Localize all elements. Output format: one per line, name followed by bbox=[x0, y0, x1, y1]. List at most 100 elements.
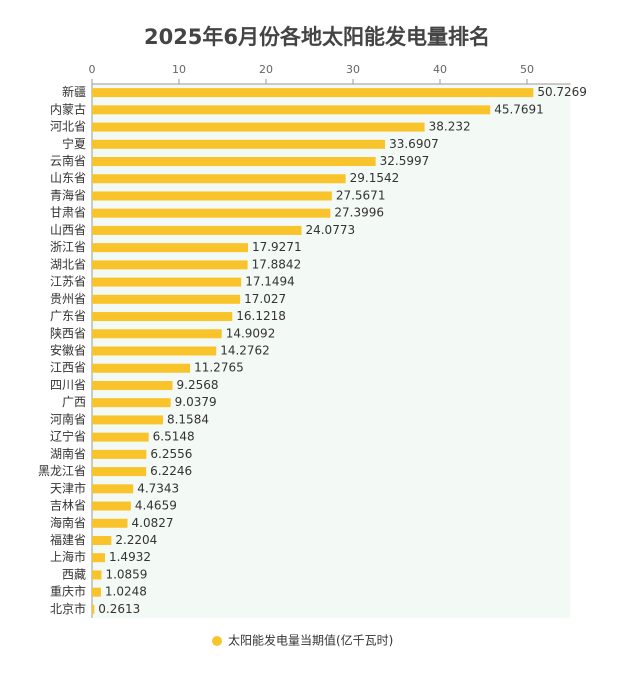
bar bbox=[92, 415, 163, 425]
value-label: 9.2568 bbox=[177, 378, 219, 392]
y-tick-label: 西藏 bbox=[62, 567, 86, 581]
y-tick-label: 陕西省 bbox=[50, 325, 86, 340]
y-tick-label: 湖南省 bbox=[50, 446, 86, 461]
value-label: 27.5671 bbox=[336, 188, 386, 202]
value-label: 14.9092 bbox=[226, 326, 276, 340]
value-label: 29.1542 bbox=[350, 171, 400, 185]
y-tick-label: 河北省 bbox=[50, 120, 86, 134]
value-label: 11.2765 bbox=[194, 361, 244, 375]
x-tick-label: 30 bbox=[346, 63, 360, 76]
value-label: 33.6907 bbox=[389, 137, 439, 151]
bar bbox=[92, 122, 425, 132]
value-label: 24.0773 bbox=[305, 223, 355, 237]
bar bbox=[92, 243, 248, 253]
bar bbox=[92, 294, 241, 304]
y-tick-label: 江西省 bbox=[50, 361, 86, 375]
bar bbox=[92, 208, 331, 218]
bar bbox=[92, 346, 217, 356]
bar bbox=[92, 329, 222, 339]
y-tick-label: 北京市 bbox=[50, 601, 86, 616]
value-label: 17.8842 bbox=[252, 257, 302, 271]
y-tick-label: 甘肃省 bbox=[50, 206, 86, 220]
y-tick-label: 河南省 bbox=[50, 411, 86, 426]
y-tick-label: 吉林省 bbox=[50, 499, 86, 513]
y-tick-label: 重庆市 bbox=[50, 584, 86, 599]
x-tick-label: 20 bbox=[259, 63, 273, 76]
bar bbox=[92, 398, 171, 408]
x-tick-label: 0 bbox=[89, 63, 96, 76]
y-tick-label: 湖北省 bbox=[50, 256, 86, 271]
bar bbox=[92, 312, 233, 322]
bar bbox=[92, 432, 149, 442]
value-label: 50.7269 bbox=[537, 85, 587, 99]
bar bbox=[92, 604, 95, 614]
value-label: 38.232 bbox=[429, 120, 471, 134]
y-tick-label: 宁夏 bbox=[62, 136, 86, 151]
bar bbox=[92, 157, 376, 167]
value-label: 4.0827 bbox=[132, 516, 174, 530]
bar bbox=[92, 174, 346, 184]
value-label: 4.7343 bbox=[137, 481, 179, 495]
value-label: 0.2613 bbox=[98, 602, 140, 616]
value-label: 6.5148 bbox=[153, 430, 195, 444]
value-label: 2.2204 bbox=[115, 533, 157, 547]
bar bbox=[92, 380, 173, 390]
value-label: 4.4659 bbox=[135, 499, 177, 513]
bar bbox=[92, 191, 332, 201]
y-tick-label: 四川省 bbox=[50, 378, 86, 392]
y-tick-label: 安徽省 bbox=[50, 343, 86, 358]
value-label: 27.3996 bbox=[334, 206, 384, 220]
value-label: 1.0859 bbox=[105, 567, 147, 581]
value-label: 32.5997 bbox=[380, 154, 430, 168]
value-label: 6.2246 bbox=[150, 464, 192, 478]
chart-title: 2025年6月份各地太阳能发电量排名 bbox=[144, 25, 490, 49]
value-label: 17.9271 bbox=[252, 240, 302, 254]
bar bbox=[92, 484, 134, 494]
bar bbox=[92, 449, 147, 459]
bar bbox=[92, 88, 534, 98]
bar bbox=[92, 587, 101, 597]
y-tick-label: 福建省 bbox=[50, 532, 86, 547]
bar bbox=[92, 277, 242, 287]
bar bbox=[92, 553, 105, 563]
bar bbox=[92, 570, 102, 580]
y-tick-label: 上海市 bbox=[50, 549, 86, 564]
bar bbox=[92, 467, 147, 477]
y-tick-label: 浙江省 bbox=[50, 240, 86, 254]
y-tick-label: 海南省 bbox=[50, 515, 86, 530]
bar bbox=[92, 225, 302, 235]
y-tick-label: 山东省 bbox=[50, 171, 86, 185]
x-tick-label: 40 bbox=[433, 63, 447, 76]
bar bbox=[92, 139, 386, 149]
y-tick-label: 广东省 bbox=[50, 309, 86, 323]
value-label: 17.027 bbox=[244, 292, 286, 306]
y-tick-label: 贵州省 bbox=[50, 292, 86, 306]
y-tick-label: 天津市 bbox=[50, 480, 86, 495]
value-label: 1.0248 bbox=[105, 585, 147, 599]
value-label: 14.2762 bbox=[220, 344, 270, 358]
bar bbox=[92, 501, 131, 511]
y-tick-label: 黑龙江省 bbox=[38, 464, 86, 478]
y-tick-label: 青海省 bbox=[50, 187, 86, 202]
y-tick-label: 辽宁省 bbox=[50, 429, 86, 444]
legend-marker bbox=[212, 636, 222, 646]
y-tick-label: 新疆 bbox=[62, 84, 86, 99]
y-tick-label: 云南省 bbox=[50, 153, 86, 168]
value-label: 1.4932 bbox=[109, 550, 151, 564]
y-tick-label: 江苏省 bbox=[50, 275, 86, 289]
y-tick-label: 广西 bbox=[62, 395, 86, 409]
bar bbox=[92, 260, 248, 270]
x-tick-label: 50 bbox=[520, 63, 534, 76]
bar bbox=[92, 535, 112, 545]
y-tick-label: 山西省 bbox=[50, 223, 86, 237]
value-label: 16.1218 bbox=[236, 309, 286, 323]
y-tick-label: 内蒙古 bbox=[50, 101, 86, 116]
bar bbox=[92, 363, 191, 373]
value-label: 6.2556 bbox=[150, 447, 192, 461]
bar bbox=[92, 105, 491, 115]
value-label: 9.0379 bbox=[175, 395, 217, 409]
value-label: 17.1494 bbox=[245, 275, 295, 289]
legend-label: 太阳能发电量当期值(亿千瓦时) bbox=[228, 633, 393, 648]
